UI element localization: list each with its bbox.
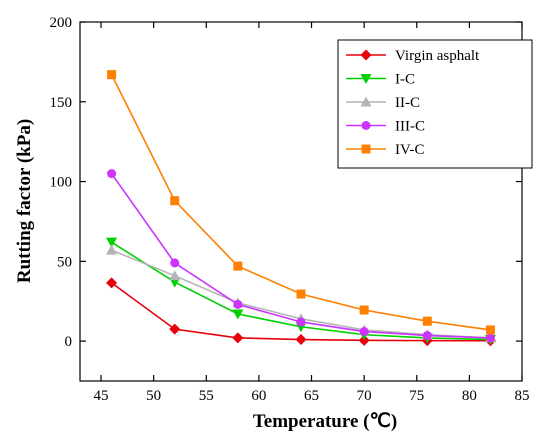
series-line [110,173,491,339]
x-axis-title: Temperature (℃) [253,411,397,432]
data-point [359,327,369,337]
legend-label: Virgin asphalt [395,48,480,64]
data-point [106,237,118,248]
x-tick-label: 75 [409,388,424,404]
plot-layer [106,70,496,347]
data-point [296,317,306,327]
legend-label: III-C [395,119,425,135]
data-point [422,331,432,341]
data-point [359,305,369,315]
data-point [232,309,244,320]
data-point [170,196,180,206]
y-tick-label: 100 [50,175,73,191]
data-point [422,316,432,326]
data-point [232,332,244,344]
data-point [485,333,495,343]
x-tick-label: 45 [94,388,109,404]
data-point [169,323,181,335]
data-point [107,70,117,80]
legend: Virgin asphalt I-C II-C III-C IV-C [337,39,533,169]
x-tick-label: 50 [146,388,161,404]
data-point [106,277,118,289]
data-point [169,270,181,281]
x-tick-label: 80 [462,388,477,404]
legend-label: IV-C [395,142,424,158]
data-point [295,334,307,346]
data-point [296,289,306,299]
data-point [107,169,117,179]
data-point [233,299,243,309]
legend-label: II-C [395,95,420,111]
data-point [485,325,495,335]
legend-marker [360,96,372,107]
data-point [358,334,370,346]
x-tick-label: 70 [357,388,372,404]
y-tick-label: 0 [65,334,73,350]
y-axis-title: Rutting factor (kPa) [14,119,35,283]
series-4 [107,70,495,335]
x-tick-label: 85 [515,388,530,404]
axes-layer: 45 50 55 60 65 70 75 80 85 0 50 100 150 200 [50,15,530,404]
data-point [170,258,180,268]
x-tick-label: 55 [199,388,214,404]
y-tick-label: 200 [50,15,73,31]
legend-marker [361,144,371,154]
data-point [233,261,243,271]
legend-label: I-C [395,72,415,88]
data-point [106,244,118,255]
legend-marker [361,121,371,130]
legend-marker [360,74,372,84]
plot-frame [79,21,523,382]
series-3 [107,169,495,343]
y-tick-label: 50 [57,254,72,270]
x-tick-label: 60 [251,388,266,404]
legend-marker [360,49,372,61]
y-tick-label: 150 [50,95,73,111]
x-tick-label: 65 [304,388,319,404]
